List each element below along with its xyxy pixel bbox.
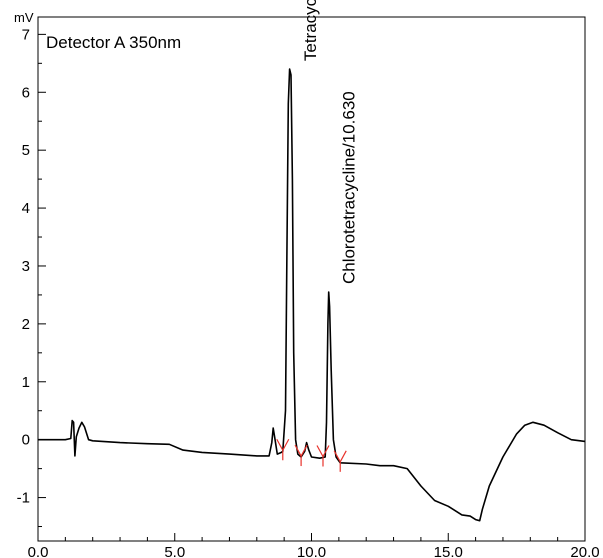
marker-stroke <box>339 450 347 463</box>
marker-stroke <box>282 438 290 451</box>
detector-label: Detector A 350nm <box>46 33 181 52</box>
y-unit-label: mV <box>14 10 34 25</box>
y-tick-label: 6 <box>22 84 30 101</box>
x-tick-label: 20.0 <box>570 544 599 558</box>
peak-label: Chlorotetracycline/10.630 <box>340 91 359 284</box>
marker-stroke <box>333 450 341 463</box>
marker-stroke <box>300 444 308 457</box>
integration-marker <box>276 438 290 461</box>
integration-marker <box>333 450 347 472</box>
marker-stroke <box>294 444 302 457</box>
marker-stroke <box>276 438 284 451</box>
axis-ticks <box>37 33 586 541</box>
y-tick-label: 3 <box>22 258 30 275</box>
marker-stroke <box>322 445 330 457</box>
integration-markers <box>276 438 347 472</box>
plot-frame <box>37 16 586 542</box>
y-tick-label: 1 <box>22 374 30 391</box>
y-tick-label: 5 <box>22 142 30 159</box>
peak-label: Tetracycline/9.205 <box>301 0 320 61</box>
integration-marker <box>316 445 330 467</box>
y-tick-label: 2 <box>22 316 30 333</box>
marker-stroke <box>316 445 324 457</box>
y-tick-label: 4 <box>22 200 30 217</box>
peak-labels: Tetracycline/9.205 Chlorotetracycline/10.… <box>301 0 359 284</box>
integration-marker <box>294 444 308 467</box>
chromatogram-trace <box>38 68 586 522</box>
x-tick-label: 15.0 <box>434 544 463 558</box>
x-tick-label: 5.0 <box>164 544 185 558</box>
y-tick-label: 7 <box>22 26 30 43</box>
y-tick-label: 0 <box>22 432 30 449</box>
y-tick-labels: -1 0 1 2 3 4 5 6 7 <box>17 26 30 506</box>
x-tick-label: 0.0 <box>28 544 49 558</box>
y-tick-label: -1 <box>17 490 30 507</box>
x-tick-label: 10.0 <box>297 544 326 558</box>
x-tick-labels: 0.0 5.0 10.0 15.0 20.0 <box>28 544 600 558</box>
